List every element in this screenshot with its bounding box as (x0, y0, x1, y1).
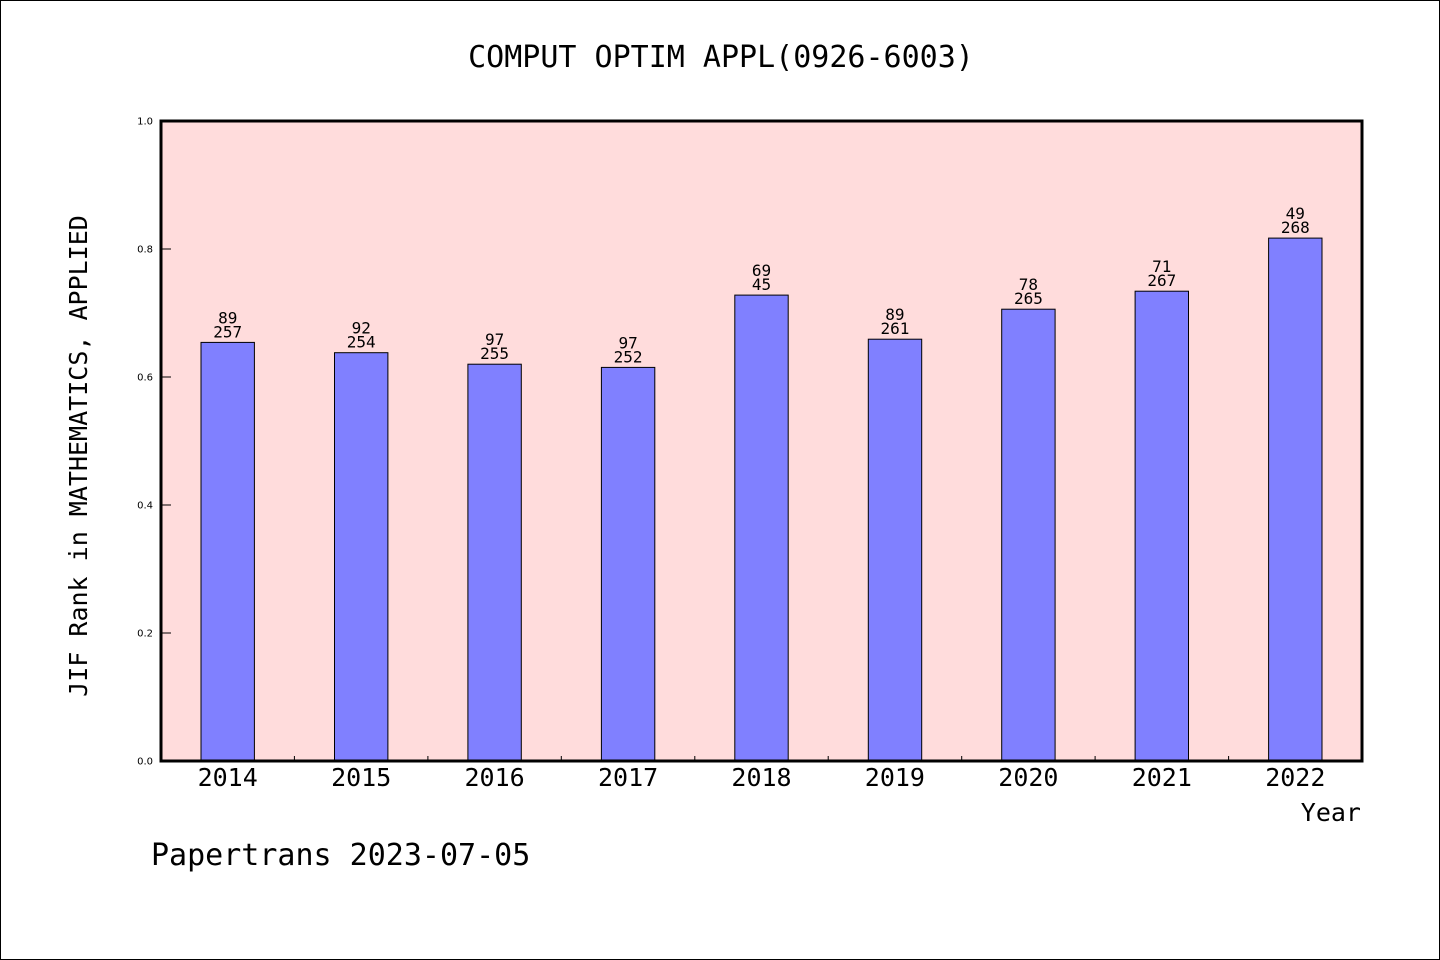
data-label-bottom-2017: 252 (614, 347, 643, 366)
data-label-bottom-2020: 265 (1014, 289, 1043, 308)
bar-2018 (734, 294, 789, 762)
x-tick-label-2019: 2019 (865, 763, 925, 792)
data-label-top-2015: 92 (352, 319, 371, 338)
x-tick-label-2021: 2021 (1132, 763, 1192, 792)
y-tick-label-0.6: 0.6 (137, 373, 153, 384)
data-label-top-2014: 89 (218, 308, 237, 327)
x-tick-label-2015: 2015 (331, 763, 391, 792)
bar-2022 (1268, 237, 1323, 762)
plot-frame (159, 119, 1364, 763)
y-tick-label-1.0: 1.0 (137, 117, 153, 128)
data-label-bottom-2021: 267 (1147, 271, 1176, 290)
y-tick-label-0.0: 0.0 (137, 757, 153, 768)
bar-2016 (467, 363, 522, 762)
data-label-bottom-2022: 268 (1281, 218, 1310, 237)
y-tick-label-0.2: 0.2 (137, 629, 153, 640)
bar-2020 (1001, 308, 1056, 762)
data-label-top-2021: 71 (1152, 257, 1171, 276)
x-tick-label-2017: 2017 (598, 763, 658, 792)
x-tick-label-2014: 2014 (198, 763, 258, 792)
y-tick-label-0.4: 0.4 (137, 501, 153, 512)
y-axis-title: JIF Rank in MATHEMATICS, APPLIED (64, 215, 93, 697)
x-tick-label-2016: 2016 (464, 763, 524, 792)
x-tick-label-2018: 2018 (731, 763, 791, 792)
bar-2017 (600, 366, 656, 762)
x-tick-label-2022: 2022 (1265, 763, 1325, 792)
data-label-bottom-2015: 254 (347, 333, 376, 352)
bar-2015 (334, 352, 389, 762)
data-label-top-2022: 49 (1286, 204, 1305, 223)
x-axis-title: Year (1301, 798, 1361, 827)
data-label-top-2016: 97 (485, 330, 504, 349)
bars-group (200, 237, 1323, 762)
data-label-bottom-2016: 255 (480, 344, 509, 363)
chart-title: COMPUT OPTIM APPL(0926-6003) (468, 40, 974, 75)
data-label-bottom-2018: 45 (752, 275, 771, 294)
data-label-bottom-2019: 261 (880, 319, 909, 338)
bar-2014 (200, 341, 255, 762)
y-tick-label-0.8: 0.8 (137, 245, 153, 256)
data-label-top-2019: 89 (885, 305, 904, 324)
data-label-top-2017: 97 (618, 333, 637, 352)
bar-2021 (1134, 290, 1189, 762)
footer-credit: Papertrans 2023-07-05 (151, 838, 530, 873)
bar-2019 (867, 338, 923, 762)
data-label-bottom-2014: 257 (213, 322, 242, 341)
data-label-top-2020: 78 (1019, 275, 1038, 294)
data-label-top-2018: 69 (752, 261, 771, 280)
x-axis: 2014 2015 2016 2017 2018 2019 2020 2021 2022 (198, 756, 1325, 792)
x-tick-label-2020: 2020 (998, 763, 1058, 792)
